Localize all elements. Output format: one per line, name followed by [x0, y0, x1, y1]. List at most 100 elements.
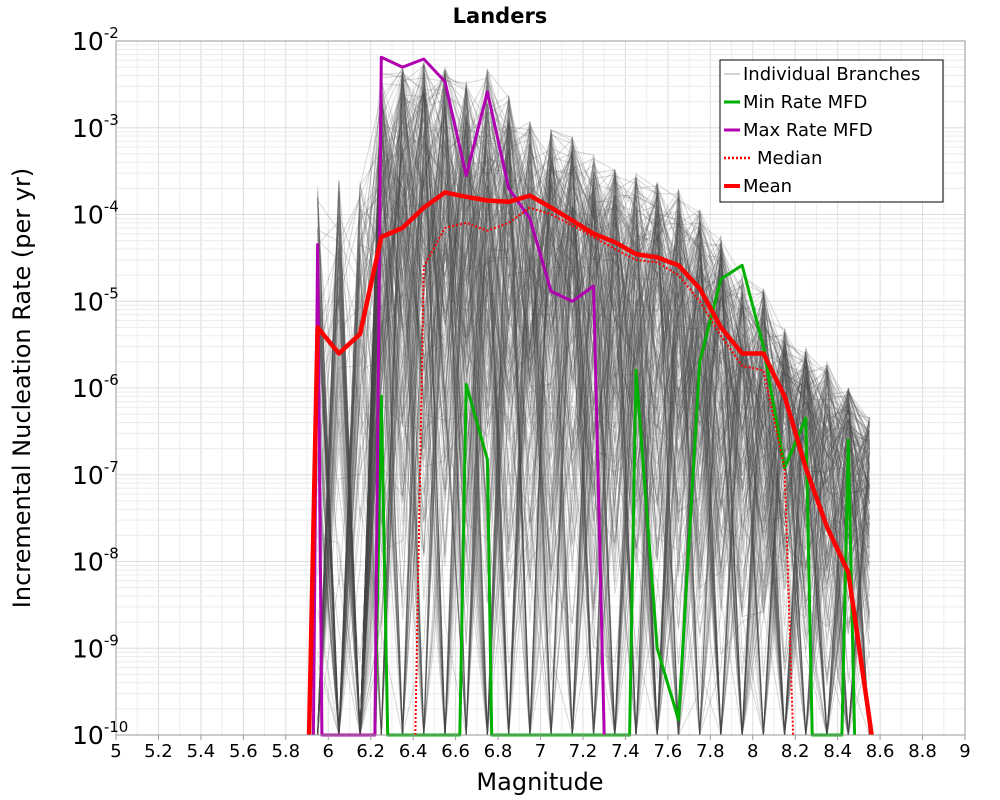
series-mean	[306, 190, 874, 736]
y-tick-label: 10-10	[72, 718, 128, 750]
branch-line	[317, 116, 870, 736]
branch-line	[317, 105, 870, 736]
branch-line	[317, 116, 870, 736]
branch-line	[317, 116, 870, 736]
branch-line	[317, 81, 870, 736]
x-tick-label: 6.2	[356, 741, 385, 762]
branch-line	[317, 87, 870, 736]
branch-line	[317, 72, 870, 736]
branch-line	[317, 90, 870, 736]
branch-line	[317, 140, 870, 736]
branch-line	[317, 119, 870, 736]
branch-line	[317, 139, 870, 736]
branch-line	[317, 109, 870, 736]
branch-line	[317, 113, 870, 736]
chart-title: Landers	[453, 4, 548, 28]
branch-line	[317, 77, 870, 736]
branch-line	[317, 79, 870, 736]
branch-line	[317, 74, 870, 736]
branch-line	[317, 94, 870, 736]
branch-line	[317, 80, 870, 736]
y-tick-exponent: -5	[104, 284, 119, 302]
branch-line	[317, 84, 870, 736]
series-min-rate-mfd	[373, 263, 857, 737]
branch-line	[317, 95, 870, 736]
branch-line	[317, 74, 870, 736]
branch-line	[317, 77, 870, 736]
branch-line	[317, 195, 870, 736]
branch-line	[317, 154, 870, 736]
branch-line	[317, 82, 870, 736]
branch-line	[317, 93, 870, 736]
branch-line	[317, 91, 870, 736]
x-tick-label: 8	[747, 741, 758, 762]
branch-line	[317, 126, 870, 736]
branch-line	[317, 67, 870, 736]
branch-line	[317, 93, 870, 736]
branch-line	[317, 96, 870, 736]
branch-line	[317, 71, 870, 736]
branch-line	[317, 170, 870, 736]
x-axis-title: Magnitude	[476, 768, 603, 796]
branch-line	[317, 72, 870, 736]
branch-line	[317, 106, 870, 736]
branch-line	[317, 62, 870, 736]
y-tick-base: 10	[72, 634, 104, 663]
branch-line	[317, 91, 870, 736]
y-tick-base: 10	[72, 114, 104, 143]
x-tick-label: 7	[535, 741, 546, 762]
branch-line	[317, 72, 870, 736]
legend-box	[719, 59, 944, 203]
branch-line	[317, 89, 870, 736]
branch-line	[317, 91, 870, 736]
branch-line	[317, 74, 870, 736]
branch-line	[317, 92, 870, 736]
branch-line	[317, 140, 870, 736]
branch-line	[317, 168, 870, 736]
branch-line	[317, 115, 870, 736]
branch-line	[317, 89, 870, 736]
y-tick-base: 10	[72, 27, 104, 56]
y-tick-label: 10-6	[72, 371, 119, 403]
branch-line	[317, 151, 870, 736]
branch-line	[317, 189, 870, 736]
branch-line	[317, 147, 870, 736]
branch-line	[317, 69, 870, 736]
branch-line	[317, 95, 870, 736]
x-tick-label: 6.6	[441, 741, 470, 762]
y-tick-exponent: -8	[104, 545, 119, 563]
branch-line	[317, 163, 870, 736]
y-tick-label: 10-9	[72, 631, 119, 663]
legend-label: Min Rate MFD	[743, 92, 867, 113]
y-tick-exponent: -7	[104, 458, 119, 476]
y-tick-label: 10-8	[72, 545, 119, 577]
x-tick-label: 8.2	[781, 741, 810, 762]
branch-line	[317, 110, 870, 736]
branch-line	[317, 89, 870, 736]
x-tick-label: 5.4	[187, 741, 216, 762]
branch-line	[317, 131, 870, 736]
branch-line	[317, 106, 870, 736]
branch-line	[317, 70, 870, 736]
y-tick-base: 10	[72, 374, 104, 403]
branch-line	[317, 90, 870, 736]
branch-line	[317, 137, 870, 736]
branch-line	[317, 69, 870, 736]
branch-line	[317, 117, 870, 736]
x-tick-label: 7.6	[654, 741, 683, 762]
branch-line	[317, 126, 870, 736]
x-tick-label: 5.2	[144, 741, 173, 762]
branch-line	[317, 88, 870, 736]
x-tick-label: 6.8	[484, 741, 513, 762]
branch-line	[317, 65, 870, 736]
legend-label: Median	[757, 148, 822, 169]
branch-line	[317, 61, 870, 736]
legend-label: Mean	[743, 176, 792, 197]
legend-label: Max Rate MFD	[743, 120, 873, 141]
branch-line	[317, 164, 870, 736]
x-tick-label: 5.8	[271, 741, 300, 762]
branch-line	[317, 92, 870, 736]
branch-line	[317, 206, 870, 736]
branch-line	[317, 105, 870, 736]
